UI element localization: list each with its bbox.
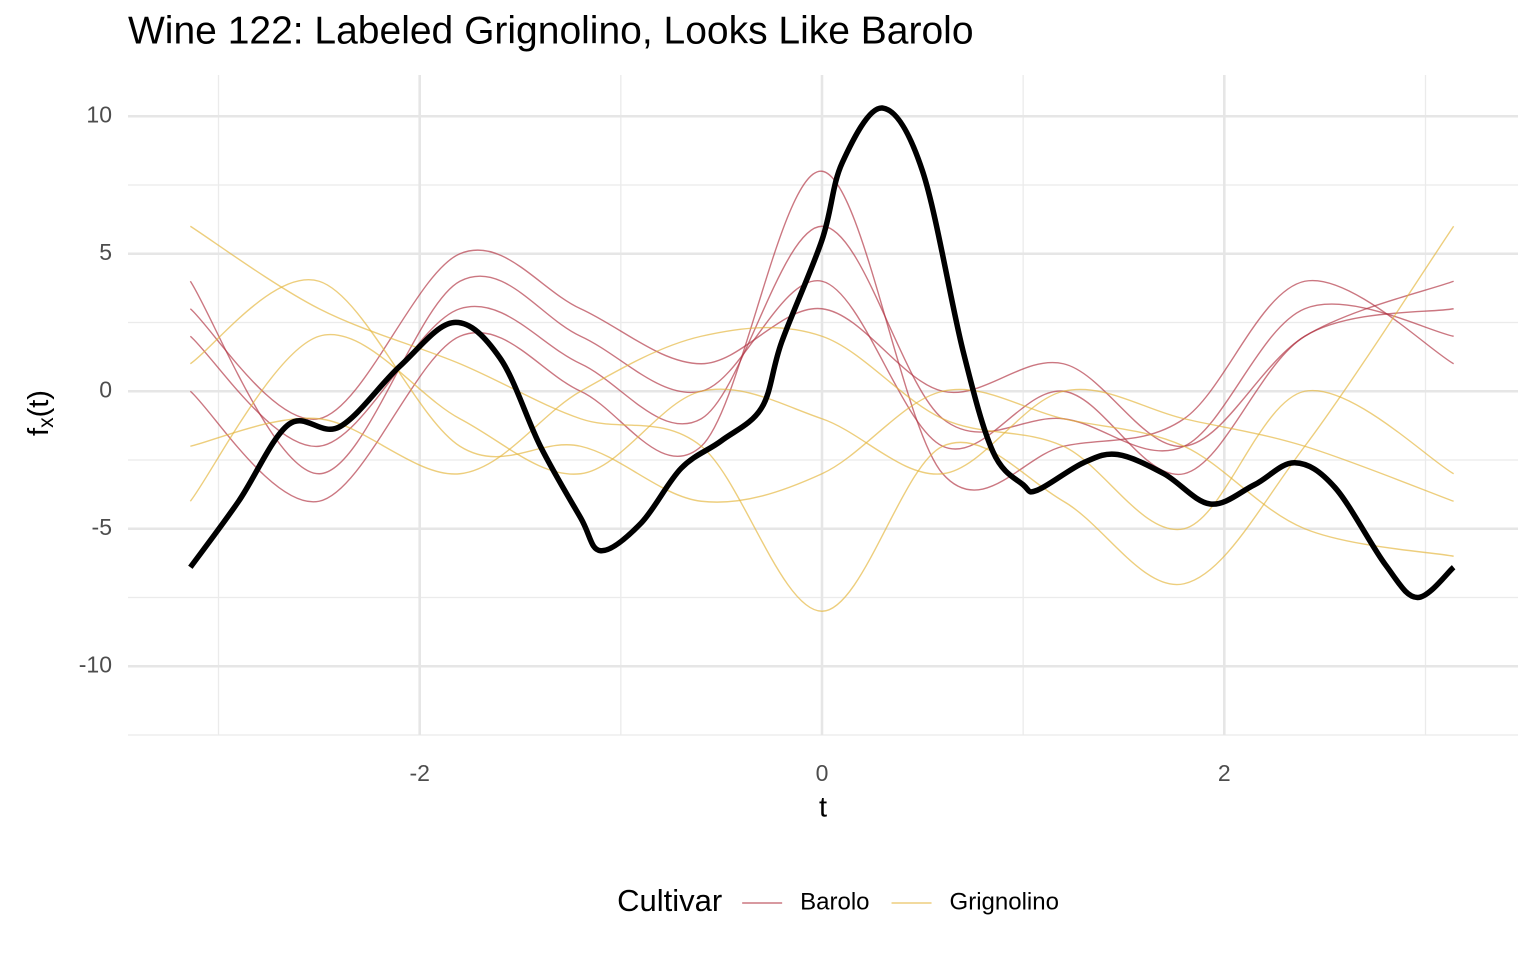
legend-label: Barolo [800, 888, 869, 915]
x-tick-label: 0 [816, 760, 829, 786]
y-tick-label: -5 [92, 514, 112, 540]
y-tick-label: 0 [99, 376, 112, 402]
y-axis-label-sub: x [35, 417, 58, 428]
x-tick-label: 2 [1218, 760, 1231, 786]
highlight-curve [188, 105, 1456, 601]
andrews-curve [189, 249, 1454, 447]
x-tick-label: -2 [409, 760, 429, 786]
y-tick-label: 5 [99, 239, 112, 265]
andrews-curve [189, 170, 1454, 503]
legend-label: Grignolino [950, 888, 1059, 915]
y-axis-label: fx(t) [23, 390, 58, 436]
y-axis-label-rest: (t) [23, 390, 55, 417]
legend-title: Cultivar [617, 883, 722, 918]
andrews-curve [189, 279, 1454, 557]
y-axis-label-base: f [23, 427, 55, 436]
y-tick-label: 10 [86, 101, 112, 127]
andrews-curve [190, 326, 1454, 531]
andrews-curve [189, 225, 1455, 612]
x-axis-label: t [819, 792, 827, 824]
andrews-curve [189, 275, 1454, 476]
andrews-curve [189, 333, 1454, 502]
y-tick-label: -10 [79, 651, 112, 677]
chart-title: Wine 122: Labeled Grignolino, Looks Like… [128, 9, 974, 52]
